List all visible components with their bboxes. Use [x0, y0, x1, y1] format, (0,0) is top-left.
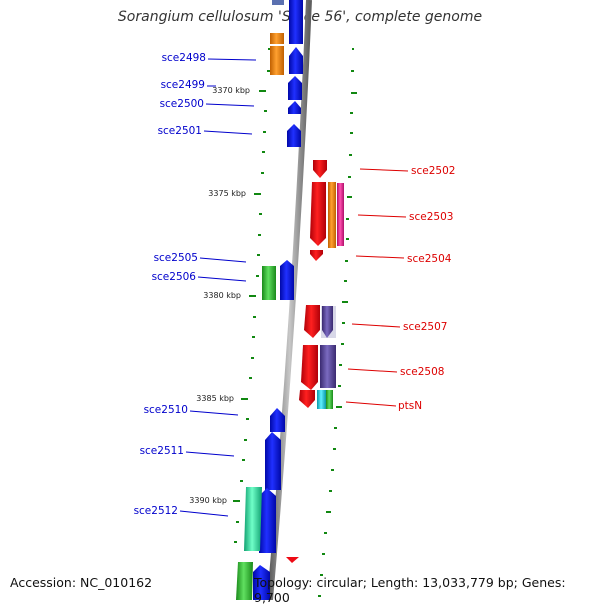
gene-feature — [286, 557, 299, 563]
gene-feature — [304, 305, 320, 338]
gene-feature — [301, 345, 318, 390]
gene-feature — [310, 250, 323, 261]
gene-feature — [262, 266, 276, 300]
gene-feature — [253, 565, 270, 600]
gene-feature — [270, 33, 284, 44]
scale-ticks — [233, 48, 271, 543]
gene-feature — [288, 101, 301, 114]
kbp-label: 3375 kbp — [208, 189, 246, 198]
gene-feature — [287, 124, 301, 147]
gene-feature — [310, 182, 326, 246]
right-gene-labels: sce2502 sce2503 sce2504 sce2507 sce2508 … — [398, 165, 455, 412]
gene-label: sce2512 — [134, 505, 178, 517]
gene-label: sce2510 — [144, 404, 188, 416]
gene-feature — [270, 408, 285, 432]
gene-feature — [289, 47, 303, 74]
gene-feature — [236, 562, 253, 600]
kbp-label: 3390 kbp — [189, 496, 227, 505]
gene-feature — [326, 390, 333, 409]
gene-feature — [299, 390, 315, 408]
gene-label: sce2498 — [162, 52, 206, 64]
gene-feature — [320, 345, 336, 388]
right-leaders — [345, 168, 409, 407]
gene-feature — [328, 182, 336, 248]
kbp-label: 3385 kbp — [196, 394, 234, 403]
gene-feature — [272, 0, 284, 5]
gene-feature — [289, 0, 303, 44]
gene-feature — [270, 46, 284, 75]
gene-feature — [265, 432, 281, 490]
gene-feature — [313, 160, 327, 178]
right-ticks — [318, 48, 357, 597]
gene-feature — [280, 260, 294, 300]
gene-label: sce2507 — [403, 321, 447, 333]
gene-label: sce2508 — [400, 366, 444, 378]
kbp-label: 3380 kbp — [203, 291, 241, 300]
gene-label: sce2505 — [154, 252, 198, 264]
gene-feature — [322, 306, 333, 338]
gene-label: ptsN — [398, 400, 422, 412]
gene-label: sce2503 — [409, 211, 453, 223]
left-leaders — [179, 58, 257, 517]
gene-feature — [317, 390, 326, 409]
forward-genes — [236, 0, 303, 600]
gene-label: sce2511 — [140, 445, 184, 457]
gene-label: sce2499 — [161, 79, 205, 91]
gene-feature — [244, 487, 262, 551]
gene-label: sce2504 — [407, 253, 452, 265]
scale-labels: 3370 kbp 3375 kbp 3380 kbp 3385 kbp 3390… — [189, 86, 250, 505]
gene-label: sce2501 — [158, 125, 202, 137]
gene-label: sce2500 — [160, 98, 204, 110]
gene-feature — [288, 76, 302, 100]
kbp-label: 3370 kbp — [212, 86, 250, 95]
gene-label: sce2502 — [411, 165, 455, 177]
gene-feature — [337, 183, 344, 246]
left-gene-labels: sce2498 sce2499 sce2500 sce2501 sce2505 … — [134, 52, 206, 517]
accession-text: Accession: NC_010162 — [10, 575, 153, 590]
gene-feature — [259, 488, 276, 553]
genome-summary-text: Topology: circular; Length: 13,033,779 b… — [254, 575, 566, 605]
reverse-genes — [286, 160, 344, 563]
gene-label: sce2506 — [152, 271, 197, 283]
